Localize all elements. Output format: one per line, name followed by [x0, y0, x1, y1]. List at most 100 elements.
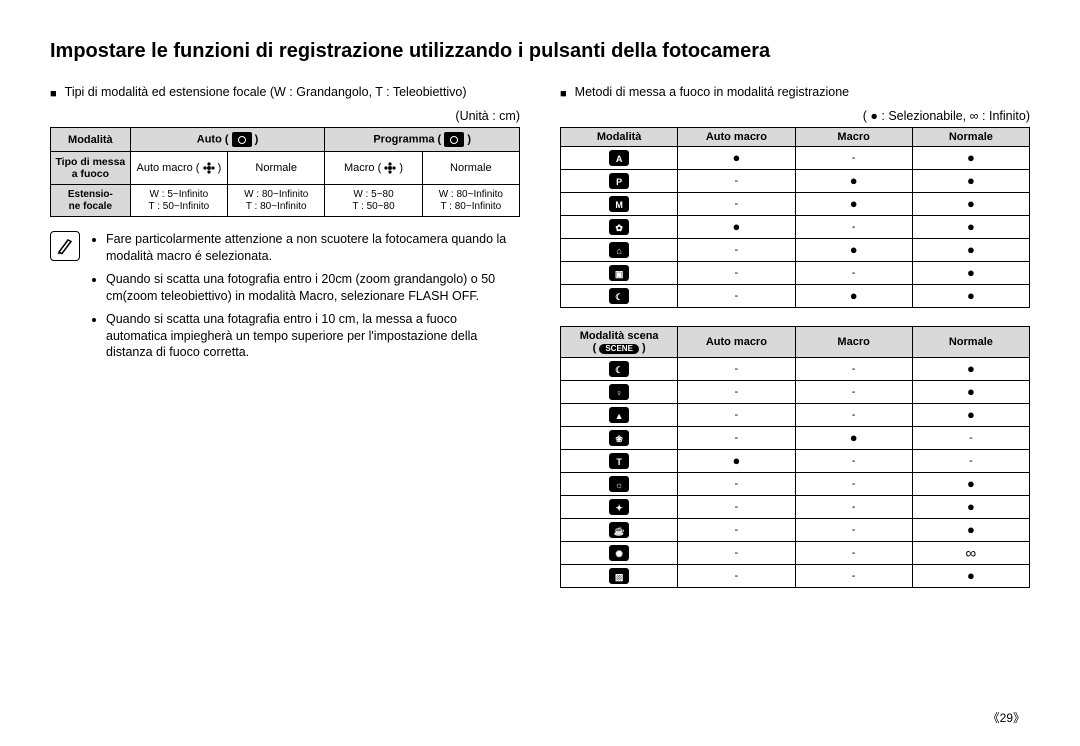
mode-cell: ✺ [561, 542, 678, 565]
row-focus-type: Tipo di messa a fuoco [51, 152, 131, 185]
table-row: ☾--● [561, 358, 1030, 381]
mode-cell: ⌂ [561, 239, 678, 262]
left-column: ■ Tipi di modalità ed estensione focale … [50, 85, 520, 588]
table-row: ☼--● [561, 473, 1030, 496]
mode-icon: ♀ [609, 384, 629, 400]
cell: ● [795, 427, 912, 450]
mode-icon: ▲ [609, 407, 629, 423]
right-lead: ■ Metodi di messa a fuoco in modalitá re… [560, 85, 1030, 103]
flower-icon [203, 162, 215, 174]
cell: ● [912, 262, 1029, 285]
cell: - [678, 519, 795, 542]
focal-range-table: Modalità Auto ( ) Programma ( ) Tipo di … [50, 127, 520, 217]
th-macro: Macro [795, 128, 912, 147]
right-lead-text: Metodi di messa a fuoco in modalitá regi… [575, 85, 849, 99]
cell: Normale [228, 152, 325, 185]
cell: - [678, 427, 795, 450]
cell: - [912, 450, 1029, 473]
camera-p-icon [444, 132, 464, 147]
table-row: ▲--● [561, 404, 1030, 427]
cell: W : 80~InfinitoT : 80~Infinito [422, 185, 519, 217]
cell: ● [678, 147, 795, 170]
cell: ● [912, 473, 1029, 496]
mode-icon: ✺ [609, 545, 629, 561]
notes-list: Fare particolarmente attenzione a non sc… [90, 231, 520, 367]
cell: - [795, 381, 912, 404]
th-mode-scene: Modalità scena ( SCENE ) [561, 327, 678, 358]
page-number: 《29》 [988, 709, 1025, 726]
cell: ● [912, 239, 1029, 262]
table-row: ☕--● [561, 519, 1030, 542]
mode-cell: M [561, 193, 678, 216]
page-title: Impostare le funzioni di registrazione u… [50, 40, 1030, 63]
mode-icon: ☾ [609, 288, 629, 304]
cell: - [678, 542, 795, 565]
mode-cell: ☾ [561, 285, 678, 308]
cell: - [678, 473, 795, 496]
cell: ● [912, 404, 1029, 427]
mode-icon: ❀ [609, 430, 629, 446]
focus-table-1: Modalità Auto macro Macro Normale A●-●P-… [560, 127, 1030, 308]
table-row: ❀-●- [561, 427, 1030, 450]
cell: W : 80~InfinitoT : 80~Infinito [228, 185, 325, 217]
left-lead-text: Tipi di modalità ed estensione focale (W… [65, 85, 467, 99]
cell: Auto macro ( ) [130, 152, 227, 185]
cell: - [795, 262, 912, 285]
th-automacro: Auto macro [678, 128, 795, 147]
th-normale: Normale [912, 327, 1029, 358]
cell: Normale [422, 152, 519, 185]
table-row: ✦--● [561, 496, 1030, 519]
cell: - [795, 450, 912, 473]
mode-icon: ▣ [609, 265, 629, 281]
table-row: A ●-● [561, 147, 1030, 170]
unit-label: (Unità : cm) [50, 109, 520, 123]
focus-table-2: Modalità scena ( SCENE ) Auto macro Macr… [560, 326, 1030, 588]
cell: - [678, 358, 795, 381]
cell: ∞ [912, 542, 1029, 565]
cell: - [795, 496, 912, 519]
legend: ( ● : Selezionabile, ∞ : Infinito) [560, 109, 1030, 123]
right-column: ■ Metodi di messa a fuoco in modalitá re… [560, 85, 1030, 588]
mode-cell: A [561, 147, 678, 170]
mode-icon: ☼ [609, 476, 629, 492]
cell: ● [912, 381, 1029, 404]
mode-cell: ♀ [561, 381, 678, 404]
mode-icon: ▨ [609, 568, 629, 584]
table-row: ☾-●● [561, 285, 1030, 308]
th-program: Programma ( ) [325, 128, 520, 152]
mode-icon: A [609, 150, 629, 166]
mode-cell: ❀ [561, 427, 678, 450]
cell: - [795, 404, 912, 427]
cell: ● [678, 216, 795, 239]
cell: ● [912, 216, 1029, 239]
th-automacro: Auto macro [678, 327, 795, 358]
cell: - [795, 147, 912, 170]
note-box: Fare particolarmente attenzione a non sc… [50, 231, 520, 367]
table-row: ▣--● [561, 262, 1030, 285]
cell: ● [912, 285, 1029, 308]
cell: ● [795, 170, 912, 193]
table-row: P-●● [561, 170, 1030, 193]
cell: - [795, 216, 912, 239]
note-item: Quando si scatta una fotografia entro i … [106, 271, 520, 305]
cell: W : 5~InfinitoT : 50~Infinito [130, 185, 227, 217]
note-icon [50, 231, 80, 261]
cell: ● [912, 170, 1029, 193]
cell: - [795, 542, 912, 565]
cell: ● [912, 147, 1029, 170]
mode-cell: ✦ [561, 496, 678, 519]
cell: ● [678, 450, 795, 473]
cell: ● [795, 193, 912, 216]
cell: - [678, 239, 795, 262]
cell: - [795, 565, 912, 588]
cell: Macro ( ) [325, 152, 422, 185]
th-mode: Modalità [51, 128, 131, 152]
left-lead: ■ Tipi di modalità ed estensione focale … [50, 85, 520, 103]
mode-cell: ☕ [561, 519, 678, 542]
table-row: ⌂-●● [561, 239, 1030, 262]
table-row: ♀--● [561, 381, 1030, 404]
flower-icon [384, 162, 396, 174]
mode-cell: ☾ [561, 358, 678, 381]
cell: - [678, 285, 795, 308]
cell: - [795, 519, 912, 542]
